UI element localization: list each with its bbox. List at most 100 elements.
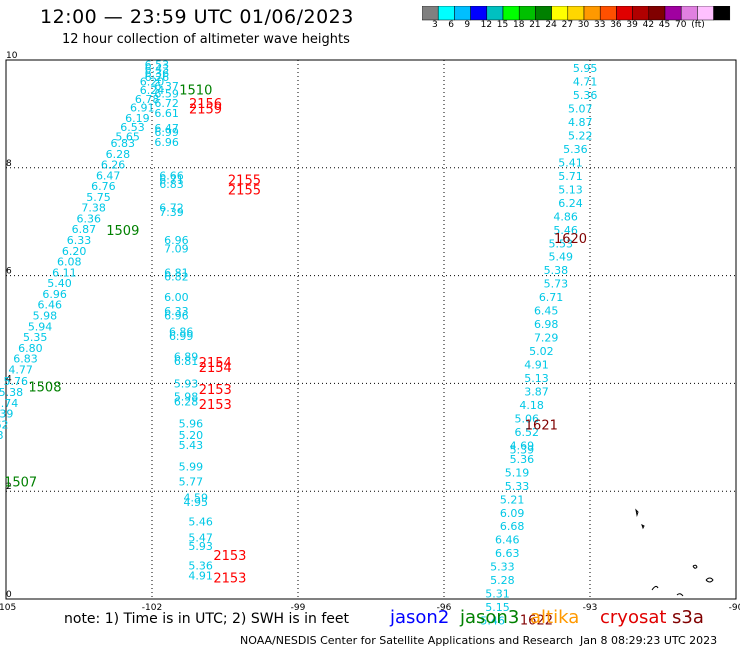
wave-height-value: 5.07 — [568, 103, 593, 116]
wave-height-value: 5.40 — [47, 277, 72, 290]
wave-height-value: 6.00 — [164, 291, 189, 304]
wave-height-value: 6.20 — [62, 245, 87, 258]
pass-time-label: 2153 — [213, 549, 246, 564]
wave-height-value: 6.63 — [495, 547, 520, 560]
wave-height-value: 5.93 — [188, 540, 213, 553]
colorbar-tick-label: 9 — [464, 20, 471, 30]
wave-height-value: 6.19 — [125, 112, 150, 125]
wave-height-value: 6.71 — [539, 291, 564, 304]
wave-height-value: 5.41 — [558, 156, 583, 169]
wave-height-value: 6.59 — [154, 87, 179, 100]
wave-height-value: 3.87 — [524, 385, 549, 398]
colorbar-unit: (ft) — [691, 20, 705, 30]
wave-height-value: 5.62 — [0, 418, 9, 431]
wave-height-value: 5.46 — [553, 224, 578, 237]
pass-time-label: 1621 — [525, 418, 558, 433]
colorbar-tick-label: 42 — [642, 20, 655, 30]
pass-time-label: 2153 — [199, 398, 232, 413]
wave-height-value: 5.38 — [0, 386, 23, 399]
y-tick-label: 4 — [6, 374, 12, 384]
wave-height-value: 6.47 — [96, 169, 121, 182]
wave-height-value: 6.72 — [159, 202, 184, 215]
wave-height-value: 5.73 — [544, 278, 569, 291]
wave-height-value: 4.69 — [510, 439, 535, 452]
wave-height-value: 4.91 — [188, 569, 213, 582]
wave-height-value: 5.99 — [179, 460, 204, 473]
wave-height-value: 6.91 — [130, 101, 155, 114]
wave-height-value: 5.02 — [529, 345, 554, 358]
wave-height-value: 4.86 — [553, 210, 578, 223]
wave-height-value: 6.36 — [76, 212, 101, 225]
wave-height-value: 6.82 — [164, 271, 189, 284]
wave-height-value: 5.98 — [174, 390, 199, 403]
pass-time-label: 1620 — [554, 232, 587, 247]
wave-height-value: 5.36 — [188, 560, 213, 573]
y-tick-label: 0 — [6, 590, 12, 600]
wave-height-value: 6.45 — [534, 305, 559, 318]
colorbar-tick-label: 33 — [594, 20, 606, 30]
wave-height-value: 6.43 — [145, 63, 170, 76]
wave-height-value: 5.53 — [549, 237, 574, 250]
wave-height-value: 5.20 — [179, 429, 204, 442]
wave-height-value: 5.96 — [179, 417, 204, 430]
wave-height-value: 6.26 — [145, 71, 170, 84]
wave-height-value: 6.81 — [164, 266, 189, 279]
wave-height-value: 5.46 — [480, 615, 505, 628]
wave-height-value: 6.83 — [159, 178, 184, 191]
x-tick-label: -90 — [729, 603, 740, 613]
pass-time-label: 2159 — [189, 103, 222, 118]
wave-height-value: 6.36 — [145, 67, 170, 80]
x-tick-label: -105 — [0, 603, 16, 613]
pass-time-label: 2156 — [189, 97, 222, 112]
wave-height-value: 5.15 — [485, 601, 510, 614]
wave-height-value: 7.09 — [164, 243, 189, 256]
wave-height-value: 5.22 — [568, 129, 593, 142]
y-tick-label: 6 — [6, 267, 12, 277]
wave-height-value: 6.89 — [174, 350, 199, 363]
coastline-island — [641, 524, 645, 530]
wave-height-value: 6.11 — [52, 266, 77, 279]
wave-height-value: 5.94 — [28, 320, 53, 333]
wave-height-value: 6.87 — [72, 223, 97, 236]
map-subtitle: 12 hour collection of altimeter wave hei… — [62, 32, 350, 47]
wave-height-value: 6.86 — [169, 326, 194, 339]
wave-height-value: 6.83 — [111, 137, 136, 150]
wave-height-value: 5.49 — [549, 251, 574, 264]
legend-jason3: jason3 — [460, 607, 520, 628]
wave-height-value: 5.76 — [3, 375, 28, 388]
pass-time-label: 2153 — [199, 383, 232, 398]
legend-cryosat: cryosat — [600, 607, 667, 628]
wave-height-value: 5.46 — [188, 515, 213, 528]
wave-height-value: 6.33 — [164, 305, 189, 318]
wave-height-value: 6.47 — [154, 122, 179, 135]
pass-time-label: 2154 — [199, 356, 232, 371]
wave-height-value: 6.24 — [140, 84, 165, 97]
map-title: 12:00 — 23:59 UTC 01/06/2023 — [40, 6, 354, 28]
wave-height-value: 6.96 — [42, 288, 67, 301]
wave-height-value: 6.99 — [169, 330, 194, 343]
wave-height-value: 5.35 — [23, 331, 48, 344]
colorbar-tick-label: 39 — [626, 20, 638, 30]
colorbar-tick-label: 45 — [658, 20, 671, 30]
wave-height-value: 5.36 — [510, 453, 535, 466]
map-frame — [5, 59, 737, 600]
wave-height-value: 5.75 — [86, 191, 111, 204]
wave-height-value: 5.47 — [188, 532, 213, 545]
wave-height-value: 6.99 — [154, 126, 179, 139]
y-tick-label: 10 — [6, 51, 18, 61]
wave-height-value: 5.39 — [510, 444, 535, 457]
wave-height-value: 4.91 — [524, 359, 549, 372]
wave-height-value: 7.38 — [81, 202, 106, 215]
pass-time-label: 2154 — [199, 361, 232, 376]
wave-height-value: 5.39 — [0, 408, 13, 421]
wave-height-value: 6.83 — [13, 353, 38, 366]
coastline-island — [635, 508, 639, 517]
wave-height-value: 5.33 — [490, 561, 515, 574]
wave-height-value: 6.96 — [164, 234, 189, 247]
wave-height-value: 4.77 — [8, 363, 33, 376]
units-note: note: 1) Time is in UTC; 2) SWH is in fe… — [64, 611, 350, 627]
x-tick-label: -93 — [583, 603, 598, 613]
wave-height-value: 5.98 — [33, 309, 58, 322]
colorbar-tick-label: 27 — [561, 20, 574, 30]
